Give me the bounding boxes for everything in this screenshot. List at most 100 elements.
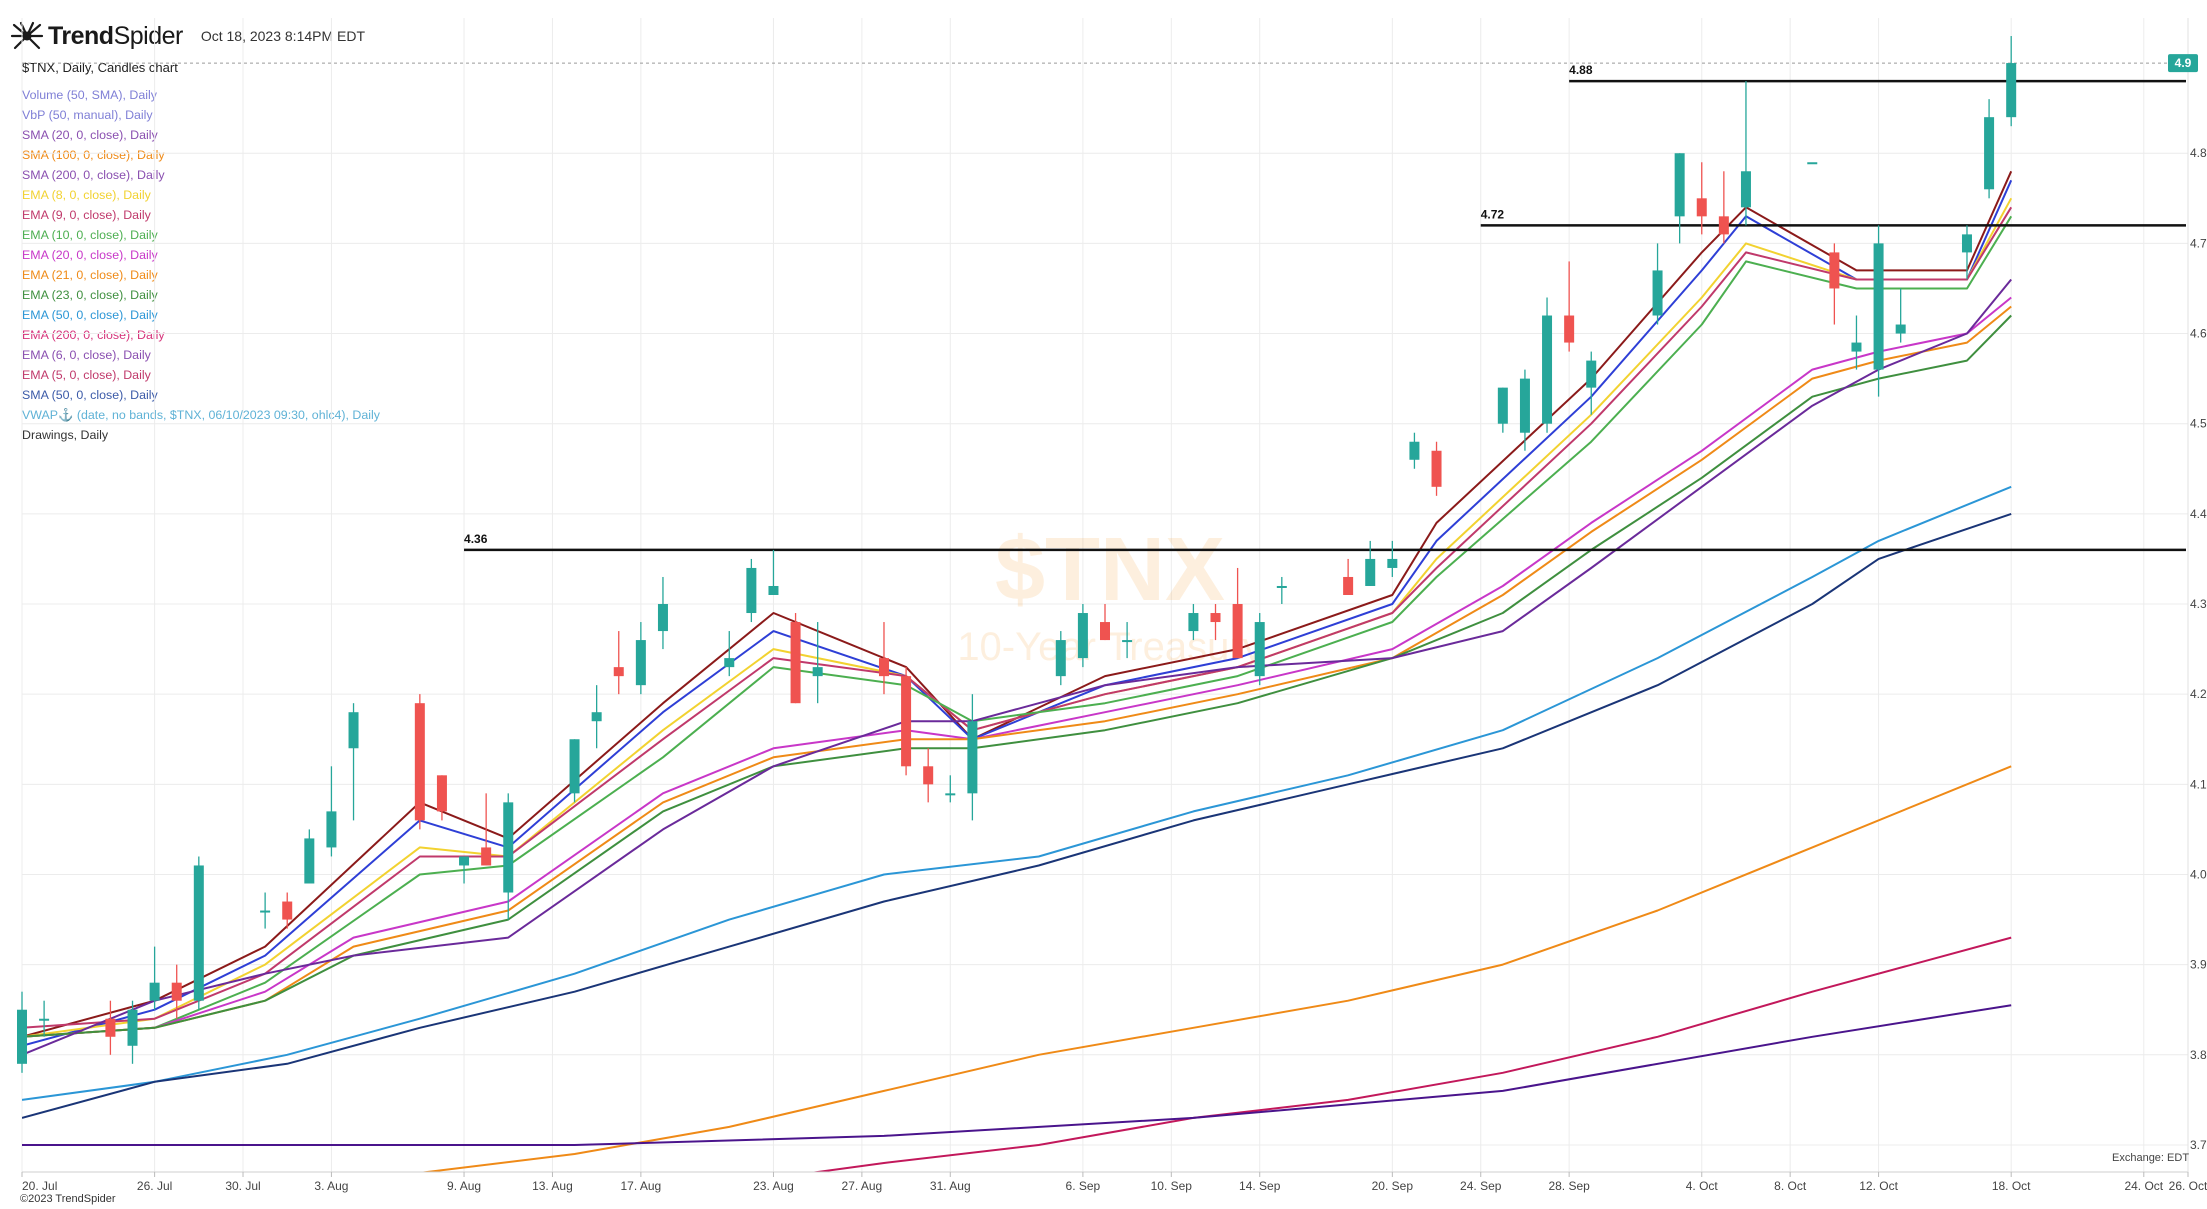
candle[interactable] [1343,558,1354,595]
candle-body [812,667,823,677]
candle[interactable] [171,964,182,1019]
candle-body [967,721,978,794]
legend-item[interactable]: SMA (20, 0, close), Daily [22,128,158,142]
candle[interactable] [657,576,668,650]
candle[interactable] [1718,171,1729,244]
candle[interactable] [1276,576,1287,605]
candle[interactable] [1519,369,1530,451]
candle[interactable] [348,703,359,821]
legend-item[interactable]: SMA (50, 0, close), Daily [22,388,158,402]
candle[interactable] [1232,567,1243,659]
candle[interactable] [1564,261,1575,352]
candle-body [414,703,425,821]
legend-item[interactable]: SMA (100, 0, close), Daily [22,148,165,162]
x-tick-label: 23. Aug [753,1179,794,1193]
candle[interactable] [105,1000,116,1055]
candle-body [635,640,646,686]
candle[interactable] [1984,99,1995,199]
legend-item[interactable]: EMA (23, 0, close), Daily [22,288,158,302]
candle[interactable] [193,856,204,1010]
candle[interactable] [1409,432,1420,469]
candle[interactable] [1100,604,1110,641]
candle[interactable] [613,631,624,695]
candle[interactable] [812,622,823,704]
candle[interactable] [967,694,978,821]
legend-item[interactable]: EMA (8, 0, close), Daily [22,188,151,202]
candle[interactable] [1829,243,1840,325]
candle[interactable] [878,622,889,695]
candle[interactable] [1122,622,1133,659]
candle[interactable] [2006,36,2017,127]
legend-item[interactable]: EMA (9, 0, close), Daily [22,208,151,222]
legend-item[interactable]: EMA (6, 0, close), Daily [22,348,151,362]
candle[interactable] [635,622,646,695]
legend-item[interactable]: VbP (50, manual), Daily [22,108,153,122]
candle[interactable] [436,775,447,821]
candle[interactable] [1077,604,1088,668]
candle[interactable] [1387,540,1398,577]
candle[interactable] [945,775,956,803]
candle[interactable] [768,549,779,595]
legend-item[interactable]: Drawings, Daily [22,428,109,442]
candle[interactable] [39,1000,50,1037]
candle[interactable] [127,1000,138,1064]
candle[interactable] [414,694,425,830]
legend-item[interactable]: SMA (200, 0, close), Daily [22,168,165,182]
level-label: 4.72 [1481,207,1505,221]
candle[interactable] [1254,613,1265,686]
candle[interactable] [1652,243,1663,325]
legend-item[interactable]: EMA (200, 0, close), Daily [22,328,165,342]
candle-body [1100,622,1110,641]
candle[interactable] [1586,351,1597,415]
candle-body [1873,243,1884,370]
candle[interactable] [481,793,492,866]
candle[interactable] [1188,604,1199,641]
candle[interactable] [282,892,293,929]
last-price-tag [2168,54,2198,73]
candle-body [1807,162,1818,165]
candle-body [1542,315,1553,424]
candle[interactable] [1961,225,1972,280]
legend-item[interactable]: EMA (50, 0, close), Daily [22,308,158,322]
candle[interactable] [790,613,801,704]
candle[interactable] [17,991,27,1073]
candle[interactable] [1895,288,1906,343]
copyright: ©2023 TrendSpider [20,1193,116,1205]
candle-body [2006,63,2017,118]
candle[interactable] [1431,441,1442,496]
candle[interactable] [1696,162,1707,235]
y-tick-label: 4.10 [2190,777,2207,791]
candle-body [569,739,580,794]
candle[interactable] [260,892,271,929]
candle[interactable] [591,685,602,749]
candle[interactable] [746,558,757,623]
legend-item[interactable]: Volume (50, SMA), Daily [22,88,157,102]
candle[interactable] [923,748,934,803]
candle[interactable] [1210,604,1221,641]
candle[interactable] [1542,297,1553,433]
legend-item[interactable]: EMA (21, 0, close), Daily [22,268,158,282]
candle[interactable] [1740,81,1751,226]
legend-item[interactable]: EMA (20, 0, close), Daily [22,248,158,262]
candle[interactable] [1674,153,1685,244]
legend-item[interactable]: EMA (10, 0, close), Daily [22,228,158,242]
candle[interactable] [569,739,580,803]
candle[interactable] [1055,631,1066,686]
y-tick-label: 4.50 [2190,417,2207,431]
candle[interactable] [901,667,912,776]
legend-item[interactable]: VWAP⚓ (date, no bands, $TNX, 06/10/2023 … [22,408,380,422]
candle[interactable] [1873,225,1884,397]
candle[interactable] [149,946,160,1010]
candle[interactable] [1497,387,1508,433]
x-tick-label: 9. Aug [447,1179,481,1193]
candle[interactable] [459,856,470,884]
legend-item[interactable]: EMA (5, 0, close), Daily [22,368,151,382]
candle[interactable] [503,793,514,920]
candle[interactable] [724,631,735,677]
candle[interactable] [326,766,337,857]
candle[interactable] [1365,540,1376,586]
candle[interactable] [304,829,315,884]
candle[interactable] [1851,315,1862,370]
candle[interactable] [1807,162,1818,165]
